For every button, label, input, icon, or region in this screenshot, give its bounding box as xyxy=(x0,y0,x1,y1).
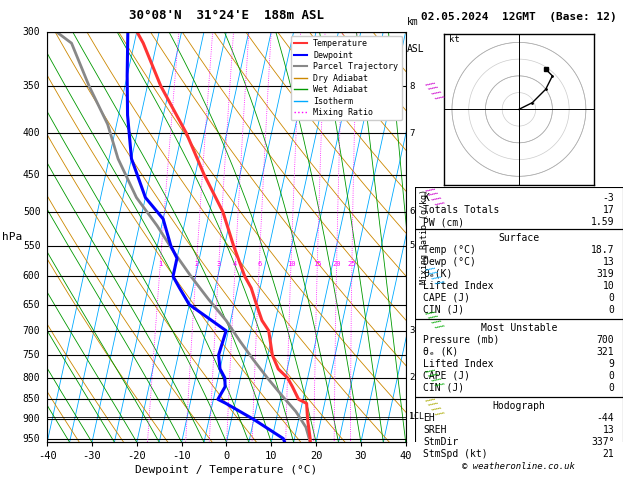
Text: 13: 13 xyxy=(603,257,615,267)
Text: 1.59: 1.59 xyxy=(591,217,615,227)
Text: LCL: LCL xyxy=(409,412,425,421)
Text: CIN (J): CIN (J) xyxy=(423,305,465,314)
Text: 13: 13 xyxy=(603,425,615,434)
Text: km: km xyxy=(407,17,419,27)
Text: 17: 17 xyxy=(603,205,615,215)
Text: Temp (°C): Temp (°C) xyxy=(423,244,476,255)
Text: 15: 15 xyxy=(313,261,321,267)
Text: 650: 650 xyxy=(23,299,40,310)
Text: 6: 6 xyxy=(257,261,262,267)
Text: ////: //// xyxy=(423,79,445,104)
Text: 900: 900 xyxy=(23,415,40,424)
Text: Totals Totals: Totals Totals xyxy=(423,205,500,215)
Text: 30°08'N  31°24'E  188m ASL: 30°08'N 31°24'E 188m ASL xyxy=(129,9,324,22)
Text: 700: 700 xyxy=(23,326,40,336)
Text: Lifted Index: Lifted Index xyxy=(423,280,494,291)
Text: 2: 2 xyxy=(194,261,199,267)
Text: ////: //// xyxy=(423,264,445,289)
Text: 750: 750 xyxy=(23,350,40,360)
Text: 450: 450 xyxy=(23,170,40,180)
Text: -3: -3 xyxy=(603,193,615,203)
Text: 0: 0 xyxy=(608,371,615,381)
Text: ////: //// xyxy=(423,185,445,210)
Text: ////: //// xyxy=(423,365,445,390)
Text: 7: 7 xyxy=(409,129,415,138)
Text: 850: 850 xyxy=(23,394,40,404)
Text: 1: 1 xyxy=(158,261,162,267)
Text: Surface: Surface xyxy=(498,233,540,243)
Text: EH: EH xyxy=(423,413,435,422)
Text: CAPE (J): CAPE (J) xyxy=(423,371,470,381)
Text: 950: 950 xyxy=(23,434,40,444)
Text: 02.05.2024  12GMT  (Base: 12): 02.05.2024 12GMT (Base: 12) xyxy=(421,12,617,22)
Text: 2: 2 xyxy=(409,373,415,382)
Text: 5: 5 xyxy=(409,241,415,250)
Text: 18.7: 18.7 xyxy=(591,244,615,255)
Text: Lifted Index: Lifted Index xyxy=(423,359,494,368)
Text: CIN (J): CIN (J) xyxy=(423,382,465,393)
Text: Hodograph: Hodograph xyxy=(493,400,545,411)
Text: 600: 600 xyxy=(23,271,40,281)
Text: PW (cm): PW (cm) xyxy=(423,217,465,227)
Text: Pressure (mb): Pressure (mb) xyxy=(423,335,500,345)
Text: K: K xyxy=(423,193,430,203)
Text: Dewp (°C): Dewp (°C) xyxy=(423,257,476,267)
Text: 4: 4 xyxy=(233,261,237,267)
Text: 10: 10 xyxy=(603,280,615,291)
Text: Most Unstable: Most Unstable xyxy=(481,323,557,332)
Text: Mixing Ratio (g/kg): Mixing Ratio (g/kg) xyxy=(420,190,429,284)
Text: 3: 3 xyxy=(409,326,415,335)
Text: © weatheronline.co.uk: © weatheronline.co.uk xyxy=(462,462,576,471)
Text: 6: 6 xyxy=(409,208,415,216)
Text: 319: 319 xyxy=(597,269,615,278)
Text: CAPE (J): CAPE (J) xyxy=(423,293,470,303)
Text: θₑ (K): θₑ (K) xyxy=(423,347,459,357)
Text: 20: 20 xyxy=(332,261,341,267)
Text: θₑ(K): θₑ(K) xyxy=(423,269,453,278)
Text: 300: 300 xyxy=(23,27,40,36)
X-axis label: Dewpoint / Temperature (°C): Dewpoint / Temperature (°C) xyxy=(135,466,318,475)
Legend: Temperature, Dewpoint, Parcel Trajectory, Dry Adiabat, Wet Adiabat, Isotherm, Mi: Temperature, Dewpoint, Parcel Trajectory… xyxy=(291,36,401,121)
Text: kt: kt xyxy=(448,35,459,44)
Text: 8: 8 xyxy=(409,82,415,90)
Text: 25: 25 xyxy=(348,261,356,267)
Text: 1: 1 xyxy=(409,412,415,421)
Text: SREH: SREH xyxy=(423,425,447,434)
Text: 800: 800 xyxy=(23,373,40,383)
Text: 0: 0 xyxy=(608,293,615,303)
Text: hPa: hPa xyxy=(3,232,23,242)
Text: 337°: 337° xyxy=(591,436,615,447)
Text: 10: 10 xyxy=(287,261,295,267)
Text: StmSpd (kt): StmSpd (kt) xyxy=(423,449,488,458)
Text: StmDir: StmDir xyxy=(423,436,459,447)
Text: -44: -44 xyxy=(597,413,615,422)
Text: 350: 350 xyxy=(23,81,40,91)
Text: 0: 0 xyxy=(608,305,615,314)
Text: ////: //// xyxy=(423,308,445,333)
Text: 0: 0 xyxy=(608,382,615,393)
Text: ASL: ASL xyxy=(407,44,425,54)
Text: 321: 321 xyxy=(597,347,615,357)
Text: ////: //// xyxy=(423,395,445,420)
Text: 550: 550 xyxy=(23,241,40,251)
Text: 21: 21 xyxy=(603,449,615,458)
Text: 400: 400 xyxy=(23,128,40,138)
Text: 9: 9 xyxy=(608,359,615,368)
Text: 3: 3 xyxy=(216,261,221,267)
Text: 700: 700 xyxy=(597,335,615,345)
Text: 500: 500 xyxy=(23,207,40,217)
